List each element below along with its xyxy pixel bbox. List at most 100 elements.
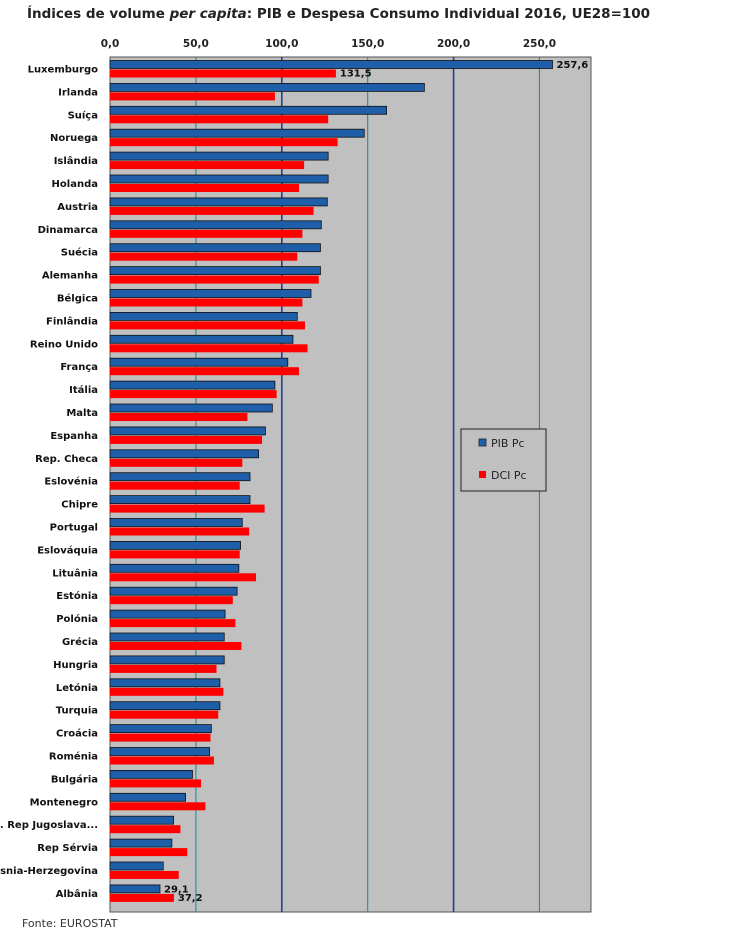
category-label: França [60, 362, 98, 373]
bar-pib [109, 197, 328, 207]
bar-dci [110, 344, 308, 353]
bar-dci [110, 687, 224, 696]
bar-pib [109, 105, 387, 115]
bar-pib [109, 747, 211, 756]
bar-pib [109, 884, 161, 894]
bar-pib [109, 838, 173, 848]
bar-dci [110, 138, 338, 147]
bar-dci [110, 802, 206, 811]
category-label: Noruega [50, 133, 98, 144]
bar-dci [110, 642, 242, 650]
bar-dci [110, 390, 277, 399]
legend: PIB Pc DCI Pc [460, 428, 547, 492]
bar-pib [109, 243, 321, 253]
bar-pib [109, 609, 226, 619]
x-tick-label: 200,0 [437, 38, 470, 50]
category-label: Portugal [50, 523, 98, 534]
legend-label-pib: PIB Pc [491, 437, 525, 450]
bar-pib [109, 632, 225, 642]
category-label: Eslovénia [44, 476, 98, 488]
bar-dci [110, 710, 219, 719]
category-label: Irlanda [58, 87, 98, 98]
x-tick-label: 50,0 [183, 38, 209, 50]
legend-label-dci: DCI Pc [491, 469, 527, 482]
bar-dci [110, 871, 179, 879]
bar-pib [109, 128, 365, 138]
bar-dci [110, 893, 174, 902]
bar-dci [110, 367, 299, 376]
bar-dci [110, 229, 303, 238]
bar-dci [110, 184, 299, 192]
bar-pib [109, 403, 273, 413]
bar-pib [109, 334, 294, 344]
bar-dci [110, 115, 329, 124]
bar-dci [110, 848, 188, 857]
bar-pib [109, 60, 553, 69]
category-label: Rep. Checa [35, 454, 98, 465]
bar-dci [110, 321, 305, 330]
category-label: Luxemburgo [28, 65, 99, 76]
category-label: Roménia [49, 751, 98, 763]
bar-pib [109, 792, 186, 802]
category-label: Islândia [54, 155, 98, 167]
x-tick-label: 0,0 [101, 38, 120, 50]
data-label-pib: 257,6 [557, 60, 589, 71]
category-label: Montenegro [30, 797, 98, 808]
bar-pib [109, 151, 329, 161]
category-label: Albânia [56, 888, 98, 900]
category-label: Itália [69, 384, 98, 396]
source-note: Fonte: EUROSTAT [22, 917, 118, 930]
bar-pib [109, 586, 238, 596]
legend-swatch-pib [478, 438, 487, 447]
category-label: Austria [57, 202, 98, 213]
bar-pib [109, 449, 259, 459]
bar-dci [110, 298, 303, 307]
category-label: Polónia [56, 613, 98, 625]
chart-title-italic: per capita [169, 6, 247, 22]
bar-pib [109, 541, 241, 550]
bar-dci [110, 413, 248, 421]
bar-pib [109, 770, 193, 779]
legend-box [460, 428, 547, 492]
bar-pib [109, 357, 289, 367]
data-label-pib: 29,1 [164, 884, 189, 895]
legend-swatch-dci [479, 471, 486, 478]
bar-dci [110, 69, 336, 78]
bar-pib [109, 380, 276, 390]
bar-dci [110, 550, 240, 559]
category-label: Espanha [50, 431, 98, 442]
category-label: Eslováquia [37, 544, 98, 556]
bar-dci [110, 275, 319, 284]
bar-dci [110, 206, 314, 215]
bar-dci [110, 161, 305, 170]
bar-dci [110, 825, 181, 834]
bar-pib [109, 83, 425, 92]
x-tick-label: 150,0 [351, 38, 384, 50]
category-label: Rep Sérvia [37, 842, 98, 854]
bar-pib [109, 861, 164, 871]
data-labels: 257,6 131,5 29,137,2 [164, 60, 588, 904]
bars [109, 60, 553, 902]
category-label: Alemanha [42, 271, 98, 282]
category-label: Chipre [61, 500, 98, 511]
chart-title-prefix: Índices de volume [27, 6, 170, 22]
bar-dci [110, 481, 240, 490]
bar-pib [109, 426, 266, 436]
bar-dci [110, 435, 263, 444]
category-label: Suécia [61, 247, 98, 259]
bar-pib [109, 289, 312, 298]
chart-title: Índices de volume per capita: PIB e Desp… [27, 6, 650, 22]
category-label: Estónia [56, 590, 98, 602]
category-label: Holanda [52, 179, 98, 190]
bar-dci [110, 756, 214, 765]
bar-pib [109, 495, 251, 505]
bar-pib [109, 815, 174, 825]
bar-pib [109, 174, 329, 184]
x-tick-label: 100,0 [265, 38, 298, 50]
category-label: Finlândia [46, 315, 98, 327]
bar-pib [109, 678, 221, 688]
chart-title-suffix: : PIB e Despesa Consumo Individual 2016,… [246, 6, 651, 22]
category-label: Suíça [68, 109, 98, 121]
bar-dci [110, 733, 211, 742]
